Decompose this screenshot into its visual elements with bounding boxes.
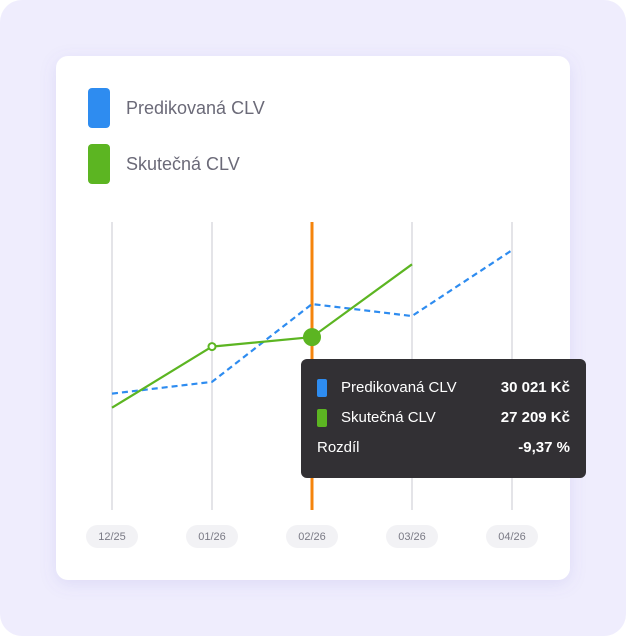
legend-label: Predikovaná CLV — [126, 98, 265, 118]
x-tick-pill — [186, 525, 238, 548]
point — [303, 328, 321, 347]
tooltip-swatch — [317, 409, 327, 427]
tooltip-diff-label: Rozdíl — [317, 439, 360, 456]
x-tick-label: 02/26 — [298, 531, 326, 543]
x-tick-label: 01/26 — [198, 531, 226, 543]
x-tick-label: 03/26 — [398, 531, 426, 543]
series-line — [111, 263, 413, 409]
x-tick-pill — [86, 525, 138, 548]
legend-label: Skutečná CLV — [126, 154, 240, 174]
x-tick-label: 12/25 — [98, 531, 126, 543]
point — [207, 342, 217, 352]
x-tick-label: 04/26 — [498, 531, 526, 543]
tooltip-value: 30 021 Kč — [501, 379, 570, 396]
tooltip-name: Predikovaná CLV — [341, 379, 457, 396]
x-tick-pill — [286, 525, 338, 548]
tooltip-swatch — [317, 379, 327, 397]
tooltip — [301, 359, 586, 478]
tooltip-diff-value: -9,37 % — [518, 439, 570, 456]
tooltip-name: Skutečná CLV — [341, 409, 436, 426]
tooltip-value: 27 209 Kč — [501, 409, 570, 426]
x-tick-pill — [486, 525, 538, 548]
chart: Predikovaná CLV Skutečná CLV 12/25 01/26 02/… — [86, 88, 586, 548]
x-tick-pill — [386, 525, 438, 548]
legend-swatch — [88, 88, 110, 128]
legend-swatch — [88, 144, 110, 184]
